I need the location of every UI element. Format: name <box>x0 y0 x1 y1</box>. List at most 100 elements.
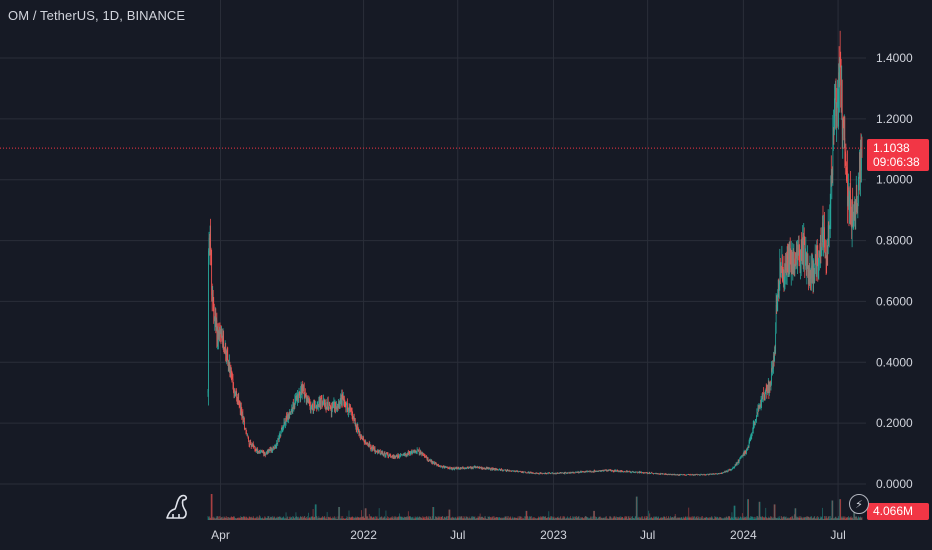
candle-body <box>599 470 601 472</box>
candle-body <box>580 471 582 473</box>
volume-bar <box>265 517 267 520</box>
candle-body <box>295 398 297 400</box>
volume-bar <box>570 516 572 520</box>
volume-bar <box>253 517 255 520</box>
candle-body <box>657 473 659 475</box>
candle-body <box>646 472 648 474</box>
volume-bar <box>398 516 400 520</box>
candle-body <box>657 473 658 475</box>
candle-body <box>734 464 736 467</box>
volume-bar <box>350 517 351 520</box>
candle-body <box>854 202 856 220</box>
volume-bar <box>397 517 399 520</box>
candle-body <box>302 386 304 390</box>
volume-bar <box>332 516 334 520</box>
candle-body <box>809 269 811 276</box>
volume-bar <box>669 518 671 520</box>
candle-body <box>725 470 727 472</box>
volume-bar <box>658 518 660 520</box>
volume-bar <box>765 507 767 520</box>
candle-body <box>755 420 756 425</box>
candle-body <box>829 218 831 226</box>
candle-body <box>500 468 501 471</box>
volume-bar <box>238 517 240 520</box>
candle-body <box>557 472 558 474</box>
volume-bar <box>616 516 617 520</box>
candle-body <box>227 363 229 366</box>
candle-body <box>365 442 367 444</box>
volume-bar <box>260 518 262 520</box>
volume-bar <box>534 518 536 520</box>
volume-bar <box>657 518 658 520</box>
candle-body <box>250 440 251 444</box>
volume-bar <box>693 517 694 520</box>
candle-body <box>704 474 706 476</box>
volume-bar <box>581 517 583 520</box>
candle-body <box>539 473 540 475</box>
volume-bar <box>275 518 277 520</box>
candle-body <box>538 473 540 474</box>
candle-body <box>396 455 397 457</box>
candle-body <box>813 272 814 283</box>
candle-body <box>675 474 677 476</box>
candle-body <box>732 467 734 469</box>
candle-body <box>359 432 361 438</box>
tradingview-dino-icon[interactable] <box>163 492 191 520</box>
volume-bar <box>504 517 505 520</box>
volume-bar <box>392 516 394 520</box>
candle-body <box>669 473 671 475</box>
volume-bar <box>239 518 241 520</box>
volume-bar <box>526 510 527 520</box>
candle-body <box>723 472 724 473</box>
volume-bar <box>565 518 567 520</box>
candle-body <box>530 472 531 473</box>
candle-body <box>538 473 539 474</box>
volume-bar <box>322 516 323 520</box>
candle-body <box>421 452 422 455</box>
volume-bar <box>813 516 815 520</box>
candle-body <box>343 396 345 398</box>
candle-body <box>314 407 316 409</box>
volume-bar <box>807 516 809 520</box>
volume-bar <box>434 518 436 520</box>
volume-bar <box>367 516 369 520</box>
volume-bar <box>559 518 561 520</box>
candle-body <box>794 265 796 274</box>
volume-bar <box>787 518 788 520</box>
candle-body <box>533 473 534 474</box>
volume-bar <box>699 518 701 520</box>
candle-body <box>846 170 848 172</box>
candle-body <box>712 473 714 475</box>
candle-body <box>852 201 853 225</box>
volume-bar <box>605 516 606 520</box>
lightning-icon[interactable]: ⚡ <box>849 494 869 514</box>
volume-bar <box>858 517 860 520</box>
candle-body <box>280 434 281 437</box>
candle-body <box>247 435 249 438</box>
candle-body <box>350 408 352 411</box>
volume-bar <box>240 517 242 520</box>
volume-bar <box>554 518 555 520</box>
candle-body <box>652 473 654 474</box>
volume-bar <box>563 516 565 520</box>
volume-bar <box>766 518 768 520</box>
candle-body <box>259 451 260 454</box>
volume-bar <box>611 518 613 520</box>
candle-body <box>722 472 723 474</box>
volume-bar <box>477 516 479 520</box>
volume-bar <box>798 516 800 520</box>
volume-bar <box>452 516 453 520</box>
candle-body <box>776 305 777 307</box>
candle-body <box>426 456 427 458</box>
candle-body <box>745 451 746 452</box>
volume-bar <box>839 499 841 520</box>
volume-bar <box>770 518 772 520</box>
candle-body <box>448 468 450 470</box>
candle-body <box>739 458 741 461</box>
volume-bar <box>811 518 813 520</box>
candle-body <box>826 259 827 262</box>
candle-body <box>621 470 622 472</box>
volume-bar <box>779 518 781 520</box>
candle-body <box>518 471 519 472</box>
